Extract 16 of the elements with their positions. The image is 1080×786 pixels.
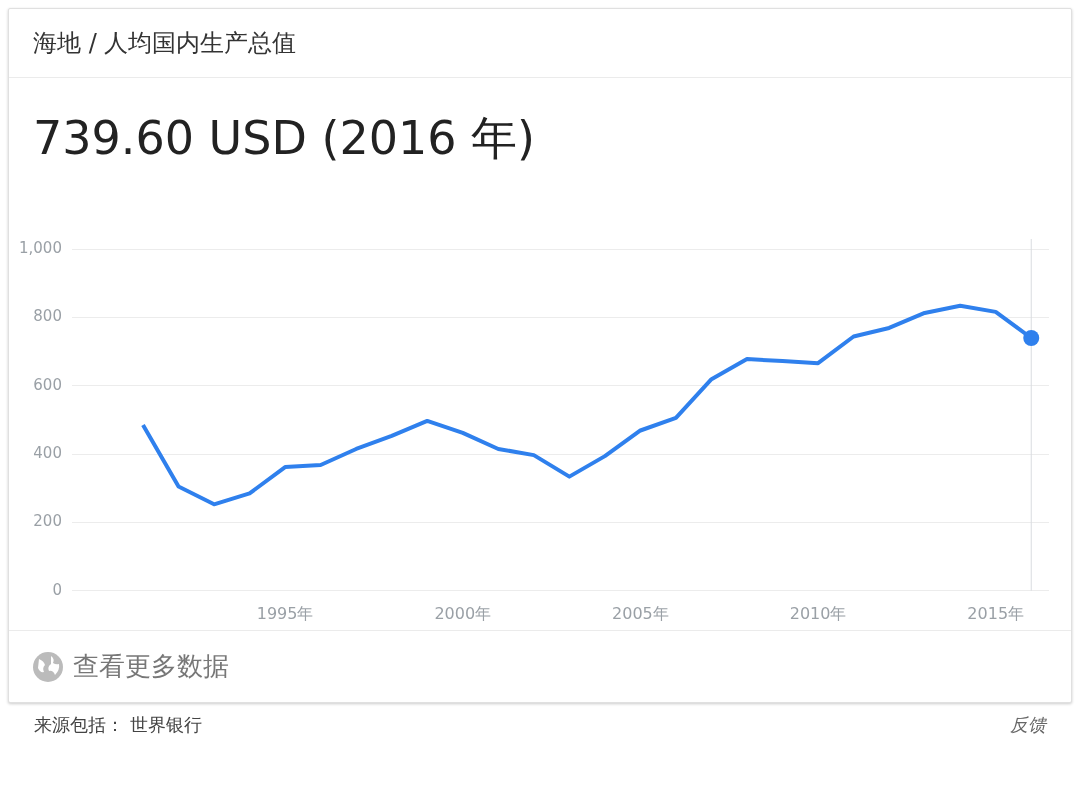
chart-subtitle: 海地 / 人均国内生产总值 bbox=[9, 9, 1071, 78]
y-tick-label: 0 bbox=[52, 580, 62, 599]
y-tick-label: 400 bbox=[33, 443, 62, 462]
text: 来源包括： 世界银行 bbox=[34, 713, 202, 737]
y-tick-label: 600 bbox=[33, 375, 62, 394]
x-tick-label: 2000年 bbox=[434, 603, 492, 623]
x-tick-label: 2015年 bbox=[967, 603, 1025, 623]
chart-title: 739.60 USD (2016 年) bbox=[32, 110, 537, 167]
x-tick-label: 2005年 bbox=[612, 603, 669, 623]
y-tick-label: 800 bbox=[33, 307, 62, 326]
y-tick-label: 200 bbox=[33, 512, 62, 531]
x-tick-label: 1995年 bbox=[256, 603, 314, 623]
y-tick-label: 1,000 bbox=[18, 238, 62, 257]
x-tick-label: 2010年 bbox=[789, 603, 847, 623]
text: 反馈 bbox=[1010, 713, 1046, 737]
text: 查看更多数据 bbox=[73, 650, 229, 683]
